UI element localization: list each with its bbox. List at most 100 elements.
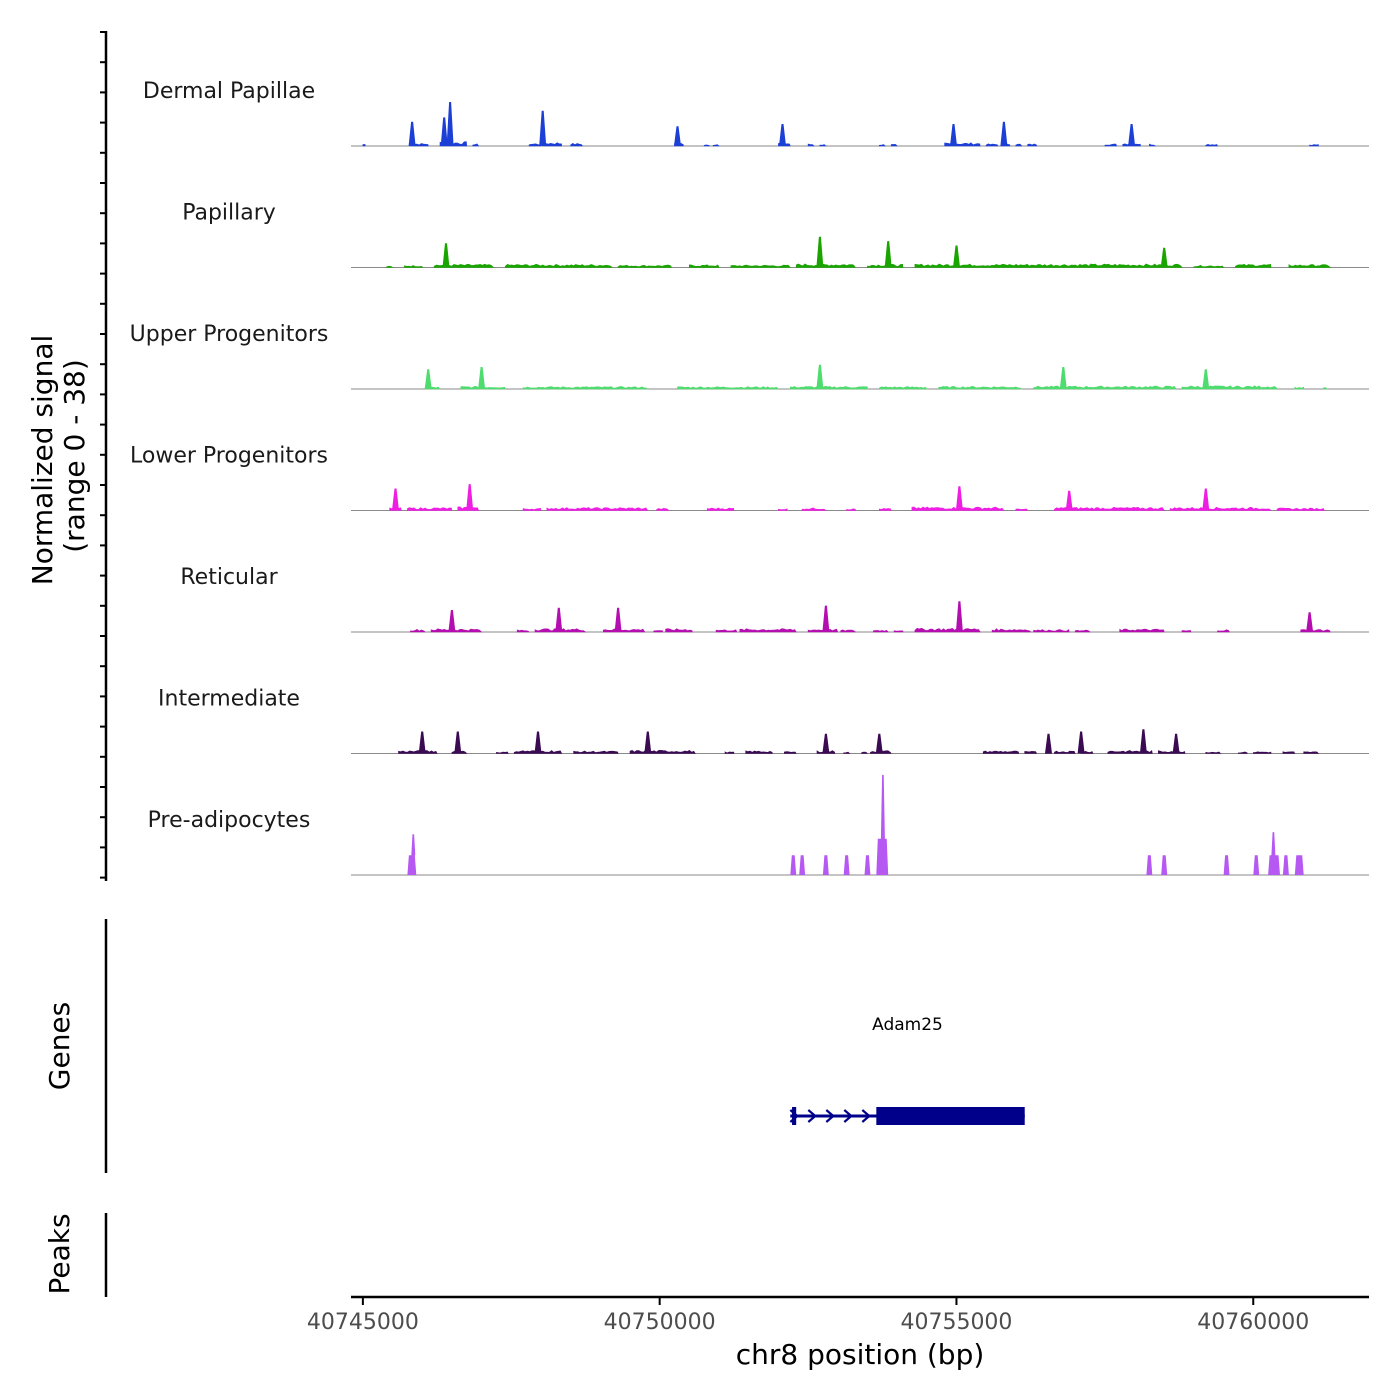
signal-peak [816,364,824,389]
signal-region [879,144,886,147]
signal-peak [448,610,456,632]
signal-region [1205,751,1222,754]
signal-region [1193,264,1225,268]
signal-spike [1282,855,1289,875]
signal-peak [454,731,462,754]
signal-region [1235,263,1272,268]
signal-region [1169,506,1272,511]
signal-region [724,751,735,754]
signal-region [1205,143,1219,147]
signal-peak [822,733,830,754]
signal-spike [790,855,797,875]
signal-region [629,749,696,754]
signal-peak [950,124,957,146]
signal-region [386,265,394,268]
gene-adam25: Adam25 [789,1015,1025,1125]
signal-peak [539,110,547,146]
signal-region [665,628,693,633]
signal-region [893,630,904,633]
signal-region [861,751,869,754]
track-label: Lower Progenitors [130,444,328,469]
signal-region [1288,264,1332,268]
signal-peak [1202,488,1210,511]
signal-region [653,630,663,633]
signal-peak [1059,367,1067,389]
signal-region [496,751,509,754]
track-label: Reticular [180,565,278,590]
signal-region [801,507,827,511]
signal-region [1181,630,1192,633]
signal-peak [674,126,681,146]
signal-peak [440,117,448,146]
x-tick-label: 40760000 [1197,1310,1309,1335]
signal-peak [408,121,416,146]
signal-region [879,508,892,511]
signal-region [1104,143,1118,147]
signal-region [407,507,453,511]
x-axis-title: chr8 position (bp) [736,1338,985,1371]
signal-spike [876,774,889,875]
signal-peak [816,236,824,268]
signal-region [1294,386,1305,390]
signal-peak [1077,731,1085,754]
signal-spike [1161,855,1168,875]
x-tick-label: 40750000 [604,1310,716,1335]
x-axis-ticks: 40745000 40750000 40755000 40760000 [307,1297,1309,1335]
signal-region [1253,751,1272,754]
signal-region [795,263,857,268]
signal-peak [392,488,399,511]
signal-region [1015,143,1023,147]
track-label: Intermediate [158,687,300,712]
signal-region [784,751,797,754]
signal-peak [1160,247,1168,268]
strand-arrow [789,1109,799,1123]
track-upper-progenitors: Upper Progenitors [130,322,1369,390]
x-tick-label: 40755000 [900,1310,1012,1335]
signal-region [410,629,427,633]
signal-peak [1000,121,1008,146]
peaks-ylabel: Peaks [43,1213,76,1294]
signal-peak [953,245,960,268]
signal-peak [1065,490,1073,511]
signal-spike [799,855,806,875]
signal-region [982,750,1020,754]
signal-region [528,143,542,147]
signal-region [712,144,720,147]
signal-peak [418,731,426,754]
signal-region [914,627,981,633]
track-label: Dermal Papillae [143,79,315,104]
signal-region [890,144,898,147]
track-label: Upper Progenitors [130,322,329,347]
signal-y-ticks [100,31,106,879]
signal-peak [955,601,963,632]
signal-region [790,385,868,390]
signal-peak [466,484,474,511]
signal-region [1033,629,1070,633]
signal-peak [1172,733,1180,754]
signal-peak [955,486,963,511]
signal-spike [407,834,417,875]
signal-region [603,628,646,633]
signal-ylabel-line2: (range 0 - 38) [58,359,91,553]
signal-region [1074,629,1091,633]
signal-region [1158,750,1186,754]
track-reticular: Reticular [180,565,1369,633]
signal-region [398,750,438,754]
signal-spike [843,855,850,875]
signal-region [1217,629,1231,633]
signal-region [703,144,711,147]
signal-region [546,507,649,511]
signal-region [522,386,649,390]
signal-region [430,628,483,633]
signal-peak [884,241,892,268]
strand-arrow [843,1109,853,1123]
signal-region [1149,143,1157,147]
signal-region [404,265,423,268]
signal-region [985,143,999,147]
signal-peak [446,102,454,146]
signal-region [944,142,981,147]
signal-region [1276,507,1326,511]
signal-region [1309,144,1319,147]
strand-arrow [807,1109,817,1123]
